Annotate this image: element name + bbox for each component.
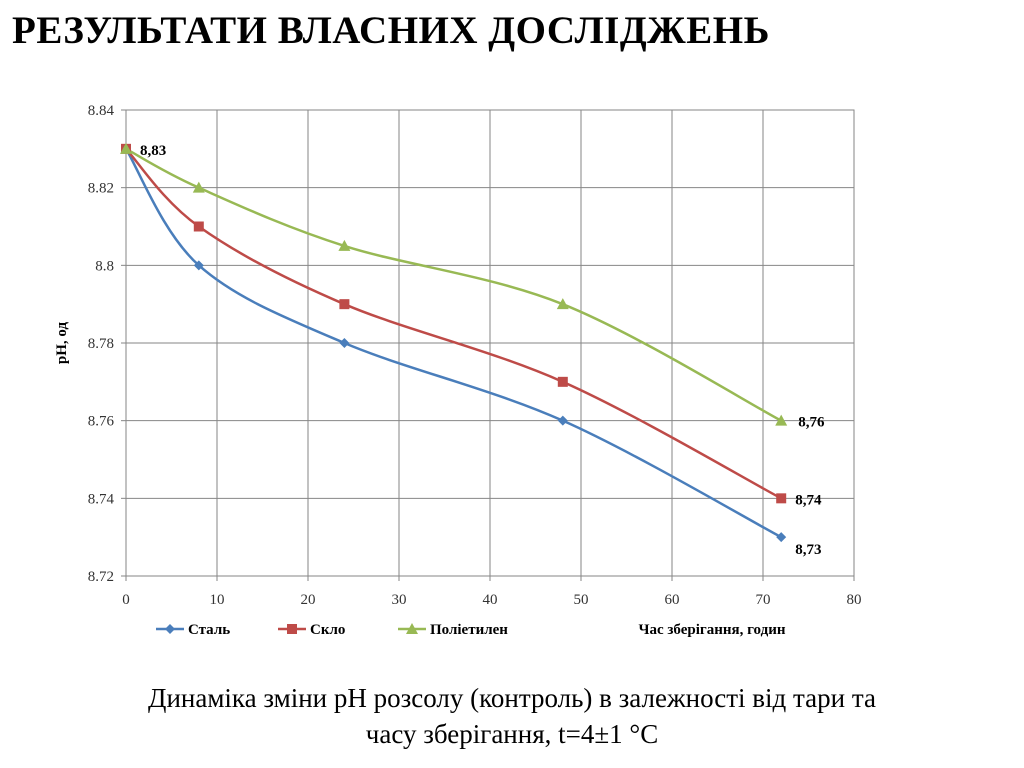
x-tick-label: 10 xyxy=(210,592,225,608)
x-tick-label: 70 xyxy=(756,592,771,608)
data-point xyxy=(776,493,787,504)
series-line-1 xyxy=(125,147,782,500)
data-point xyxy=(193,260,204,271)
line-chart: 0 10 20 30 40 50 60 70 80 8.72 8.74 8.76 8.78 8.8 8.82… xyxy=(54,103,862,638)
data-point xyxy=(557,415,568,426)
data-point xyxy=(557,376,568,387)
data-point xyxy=(775,414,788,426)
data-point xyxy=(193,221,204,232)
legend-marker xyxy=(406,623,418,634)
y-tick-label: 8.76 xyxy=(88,414,115,430)
chart-grid xyxy=(125,109,855,577)
chart-legend: Сталь Скло Поліетилен xyxy=(156,622,508,638)
legend-marker xyxy=(287,624,297,634)
y-axis-title: рН, од xyxy=(54,322,70,365)
series-line-0 xyxy=(124,148,782,539)
data-label: 8,76 xyxy=(798,415,825,431)
data-point xyxy=(339,299,350,310)
slide-caption: Динаміка зміни рН розсолу (контроль) в з… xyxy=(0,680,1024,752)
caption-line-1: Динаміка зміни рН розсолу (контроль) в з… xyxy=(148,683,876,713)
x-tick-label: 40 xyxy=(483,592,498,608)
x-tick-label: 60 xyxy=(665,592,680,608)
y-tick-label: 8.84 xyxy=(88,103,115,119)
y-tick-label: 8.8 xyxy=(95,258,114,274)
data-point xyxy=(339,338,350,348)
x-tick-label: 80 xyxy=(847,592,862,608)
chart-series xyxy=(120,142,788,543)
y-tick-label: 8.82 xyxy=(88,181,114,197)
x-tick-label: 50 xyxy=(574,592,589,608)
data-point xyxy=(776,532,787,543)
chart-ticks: 0 10 20 30 40 50 60 70 80 8.72 8.74 8.76 8.78 8.8 8.82… xyxy=(54,103,862,638)
x-tick-label: 30 xyxy=(392,592,407,608)
slide-title: РЕЗУЛЬТАТИ ВЛАСНИХ ДОСЛІДЖЕНЬ xyxy=(12,9,770,52)
data-point xyxy=(338,239,351,251)
y-tick-label: 8.74 xyxy=(88,491,115,507)
legend-marker xyxy=(165,624,175,634)
y-tick-label: 8.72 xyxy=(88,569,114,585)
legend-label: Скло xyxy=(310,622,345,638)
series-line-2 xyxy=(125,147,782,422)
data-point xyxy=(120,142,132,154)
chart-annotations: 8,83 8,76 8,74 8,73 xyxy=(140,143,825,558)
data-label: 8,73 xyxy=(795,542,821,558)
x-tick-label: 20 xyxy=(301,592,316,608)
y-tick-label: 8.78 xyxy=(88,336,114,352)
legend-label: Сталь xyxy=(188,622,230,638)
x-axis-title: Час зберігання, годин xyxy=(638,622,785,638)
data-label: 8,74 xyxy=(795,492,822,508)
data-point xyxy=(192,181,205,193)
caption-line-2: часу зберігання, t=4±1 °С xyxy=(365,719,659,749)
data-label: 8,83 xyxy=(140,143,166,159)
data-point xyxy=(556,298,569,310)
legend-label: Поліетилен xyxy=(430,622,508,638)
x-tick-label: 0 xyxy=(122,592,130,608)
